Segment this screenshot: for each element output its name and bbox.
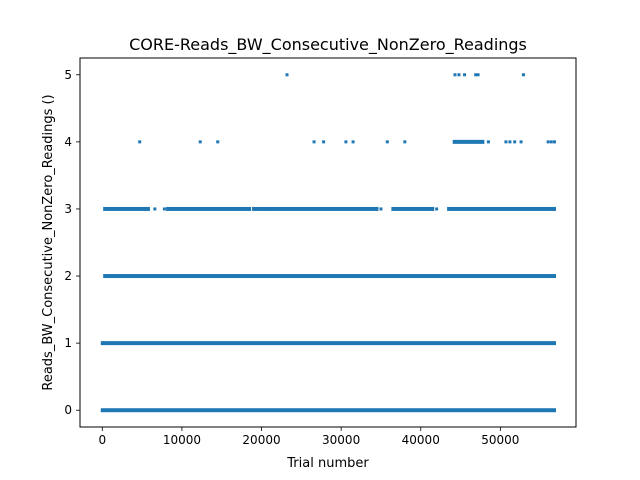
plot-frame <box>79 57 577 428</box>
point-y4-6 <box>351 140 355 144</box>
point-y4-15 <box>549 140 553 144</box>
point-y4-11 <box>508 140 512 144</box>
point-y5-5 <box>476 73 480 77</box>
dense-points-y3-3 <box>391 206 435 211</box>
point-y5-3 <box>463 73 467 77</box>
point-y4-16 <box>553 140 557 144</box>
point-y5-4 <box>474 73 478 77</box>
dense-points-y2-1 <box>252 274 557 279</box>
point-y3-3 <box>379 207 383 211</box>
y-tick-label: 5 <box>64 68 72 82</box>
dense-points-y4-0 <box>452 139 485 144</box>
point-y3-4 <box>435 207 439 211</box>
point-y4-1 <box>198 140 202 144</box>
point-y4-7 <box>385 140 389 144</box>
chart-title: CORE-Reads_BW_Consecutive_NonZero_Readin… <box>129 35 527 55</box>
y-tick-label: 3 <box>64 202 72 216</box>
point-y4-8 <box>403 140 407 144</box>
point-y4-0 <box>138 140 142 144</box>
point-y3-1 <box>162 207 166 211</box>
y-tick-label: 4 <box>64 135 72 149</box>
point-y4-10 <box>504 140 508 144</box>
point-y5-0 <box>285 73 289 77</box>
dense-points-y3-1 <box>166 206 252 211</box>
y-tick-label: 2 <box>64 269 72 283</box>
point-y4-12 <box>513 140 517 144</box>
point-y5-6 <box>521 73 525 77</box>
x-tick-label: 0 <box>98 433 106 447</box>
dense-points-y3-4 <box>447 206 557 211</box>
y-tick-label: 1 <box>64 336 72 350</box>
point-y5-2 <box>457 73 461 77</box>
dense-points-y0-0 <box>100 408 557 413</box>
x-tick-label: 50000 <box>481 433 519 447</box>
y-tick-label: 0 <box>64 403 72 417</box>
dense-points-y2-0 <box>103 274 255 279</box>
x-axis-ticks: 0 10000 20000 30000 40000 50000 <box>98 427 519 447</box>
x-tick-label: 20000 <box>242 433 280 447</box>
x-tick-label: 10000 <box>163 433 201 447</box>
point-y4-4 <box>322 140 326 144</box>
point-y3-0 <box>153 207 157 211</box>
x-tick-label: 30000 <box>322 433 360 447</box>
point-y4-9 <box>486 140 490 144</box>
point-y4-5 <box>344 140 348 144</box>
dense-points-y3-2 <box>252 206 379 211</box>
y-axis-ticks: 0 1 2 3 4 5 <box>64 68 80 417</box>
y-axis-title: Reads_BW_Consecutive_NonZero_Readings () <box>41 94 56 390</box>
point-y3-2 <box>264 207 268 211</box>
points-layer <box>100 73 557 413</box>
point-y4-3 <box>312 140 316 144</box>
dense-points-y3-0 <box>103 206 150 211</box>
dense-points-y1-0 <box>100 341 557 346</box>
point-y4-2 <box>216 140 220 144</box>
point-y4-14 <box>546 140 550 144</box>
x-axis-title: Trial number <box>286 456 369 471</box>
point-y4-13 <box>519 140 523 144</box>
point-y5-1 <box>453 73 457 77</box>
x-tick-label: 40000 <box>402 433 440 447</box>
